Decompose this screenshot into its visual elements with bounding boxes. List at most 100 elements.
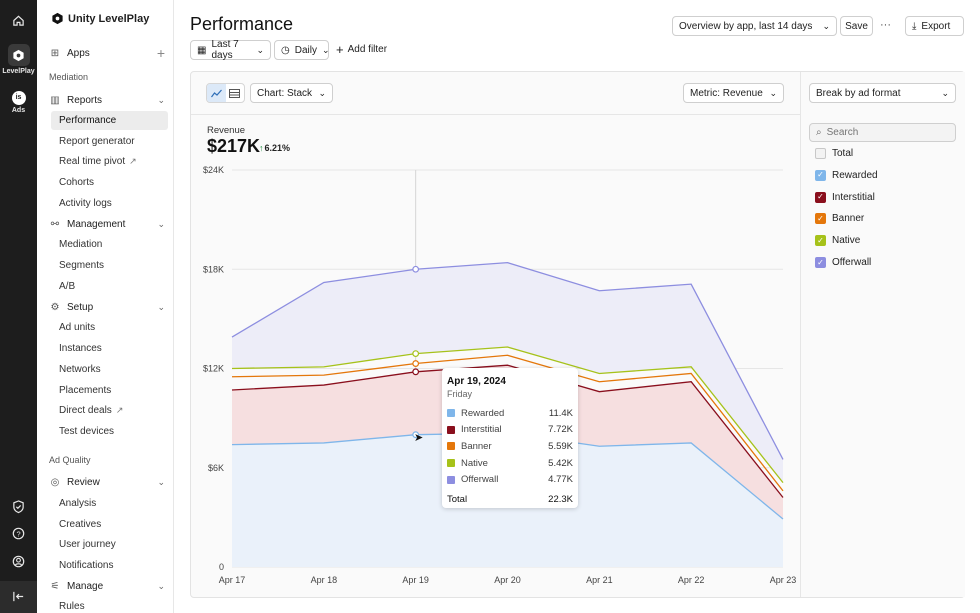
legend-item-interstitial[interactable]: ✓ Interstitial	[815, 192, 875, 203]
sidebar-item-apps[interactable]: ⊞ Apps +	[49, 44, 165, 62]
tooltip-series-value: 4.77K	[548, 474, 573, 485]
external-link-icon: ↗	[129, 156, 137, 167]
sidebar-group-reports[interactable]: ▥ Reports ⌄	[49, 91, 165, 109]
sidebar-item-instances[interactable]: Instances	[51, 339, 168, 358]
sidebar-item-ab[interactable]: A/B	[51, 277, 168, 296]
main-content: Performance Overview by app, last 14 day…	[174, 0, 980, 613]
checkbox-checked-icon[interactable]: ✓	[815, 170, 826, 181]
x-tick-label: Apr 18	[311, 575, 338, 585]
view-select-value: Overview by app, last 14 days	[679, 21, 812, 32]
legend-item-native[interactable]: ✓ Native	[815, 235, 860, 246]
legend-search[interactable]: ⌕	[809, 123, 956, 142]
sidebar-item-creatives[interactable]: Creatives	[51, 515, 168, 534]
rail-item-ads[interactable]: is Ads	[0, 91, 37, 114]
add-app-icon[interactable]: +	[157, 45, 165, 61]
grid-icon: ⊞	[49, 48, 61, 59]
sidebar-item-mediation[interactable]: Mediation	[51, 235, 168, 254]
chevron-down-icon: ⌄	[318, 88, 326, 99]
legend-item-total[interactable]: Total	[815, 148, 853, 159]
sidebar-item-user-journey[interactable]: User journey	[51, 535, 168, 554]
tooltip-series-name: Banner	[461, 441, 492, 452]
tooltip-row: Offerwall 4.77K	[447, 471, 573, 488]
tooltip-series-value: 7.72K	[548, 424, 573, 435]
chevron-down-icon: ⌄	[822, 21, 830, 32]
sidebar-item-direct-deals[interactable]: Direct deals ↗	[51, 401, 168, 420]
legend-item-offerwall[interactable]: ✓ Offerwall	[815, 257, 871, 268]
search-icon: ⌕	[816, 127, 822, 138]
export-button[interactable]: ⤓ Export	[905, 16, 964, 36]
checkbox-checked-icon[interactable]: ✓	[815, 192, 826, 203]
unity-logo-icon	[51, 12, 64, 25]
page-title: Performance	[190, 14, 293, 35]
svg-text:?: ?	[16, 529, 20, 538]
save-button[interactable]: Save	[840, 16, 873, 36]
table-view-icon[interactable]	[226, 84, 245, 102]
legend-item-banner[interactable]: ✓ Banner	[815, 213, 864, 224]
tooltip-row: Interstitial 7.72K	[447, 422, 573, 439]
sidebar-group-review[interactable]: ◎ Review ⌄	[49, 473, 165, 491]
checkbox-checked-icon[interactable]: ✓	[815, 257, 826, 268]
sidebar-item-networks[interactable]: Networks	[51, 360, 168, 379]
granularity-filter[interactable]: ◷ Daily ⌄	[274, 40, 329, 60]
breakdown-select[interactable]: Break by ad format ⌄	[809, 83, 956, 103]
chevron-down-icon: ⌄	[941, 88, 949, 99]
x-tick-label: Apr 17	[219, 575, 246, 585]
add-filter-button[interactable]: + Add filter	[336, 44, 387, 55]
sidebar-item-placements[interactable]: Placements	[51, 381, 168, 400]
sidebar-item-rules[interactable]: Rules	[51, 597, 168, 613]
rail-item-levelplay[interactable]: LevelPlay	[0, 44, 37, 75]
checkbox-checked-icon[interactable]: ✓	[815, 235, 826, 246]
shield-icon[interactable]	[0, 500, 37, 517]
sidebar-item-test-devices[interactable]: Test devices	[51, 422, 168, 441]
chevron-down-icon: ⌄	[256, 45, 264, 56]
sidebar-item-label: Management	[67, 219, 125, 230]
account-icon[interactable]	[0, 555, 37, 571]
tooltip-total-value: 22.3K	[548, 494, 573, 505]
sidebar-item-notifications[interactable]: Notifications	[51, 556, 168, 575]
metric-select[interactable]: Metric: Revenue ⌄	[683, 83, 784, 103]
home-icon[interactable]	[0, 14, 37, 30]
chevron-down-icon: ⌄	[157, 219, 165, 230]
change-badge: ↑ 6.21%	[259, 143, 290, 153]
brand-name: Unity LevelPlay	[68, 13, 149, 25]
sidebar-group-manage[interactable]: ⚟ Manage ⌄	[49, 577, 165, 595]
sidebar-item-performance[interactable]: Performance	[51, 111, 168, 130]
more-options-icon[interactable]: ···	[880, 19, 891, 31]
plus-icon: +	[336, 45, 344, 55]
sidebar-item-label: Manage	[67, 581, 103, 592]
x-tick-label: Apr 22	[678, 575, 705, 585]
sidebar-item-cohorts[interactable]: Cohorts	[51, 173, 168, 192]
series-swatch	[447, 476, 455, 484]
checkbox-checked-icon[interactable]: ✓	[815, 213, 826, 224]
checkbox-icon[interactable]	[815, 148, 826, 159]
chevron-down-icon: ⌄	[157, 581, 165, 592]
tooltip-series-name: Offerwall	[461, 474, 498, 485]
point-interstitial	[413, 369, 419, 375]
tooltip-series-name: Interstitial	[461, 424, 502, 435]
y-tick-label: $18K	[203, 264, 224, 274]
help-icon[interactable]: ?	[0, 527, 37, 543]
sidebar-item-ad-units[interactable]: Ad units	[51, 318, 168, 337]
sidebar-item-real-time-pivot[interactable]: Real time pivot ↗	[51, 152, 168, 171]
collapse-icon[interactable]	[0, 590, 37, 606]
sidebar-group-management[interactable]: ⚯ Management ⌄	[49, 215, 165, 233]
section-ad-quality: Ad Quality	[49, 455, 91, 465]
sidebar-item-label: Reports	[67, 95, 102, 106]
y-tick-label: $24K	[203, 165, 224, 175]
series-swatch	[447, 409, 455, 417]
breakdown-pane: Break by ad format ⌄ ⌕ Total ✓Rewarded ✓In…	[800, 72, 965, 597]
sidebar-group-setup[interactable]: ⚙ Setup ⌄	[49, 298, 165, 316]
sidebar-item-analysis[interactable]: Analysis	[51, 494, 168, 513]
sidebar-item-report-generator[interactable]: Report generator	[51, 132, 168, 151]
chart-type-select[interactable]: Chart: Stack ⌄	[250, 83, 333, 103]
view-select[interactable]: Overview by app, last 14 days ⌄	[672, 16, 837, 36]
date-range-filter[interactable]: ▦ Last 7 days ⌄	[190, 40, 271, 60]
series-swatch	[447, 442, 455, 450]
brand-logo[interactable]: Unity LevelPlay	[51, 12, 149, 25]
line-chart-icon[interactable]	[207, 84, 226, 102]
external-link-icon: ↗	[116, 405, 124, 416]
search-input[interactable]	[827, 127, 937, 138]
sidebar-item-segments[interactable]: Segments	[51, 256, 168, 275]
legend-item-rewarded[interactable]: ✓ Rewarded	[815, 170, 878, 181]
sidebar-item-activity-logs[interactable]: Activity logs	[51, 194, 168, 213]
